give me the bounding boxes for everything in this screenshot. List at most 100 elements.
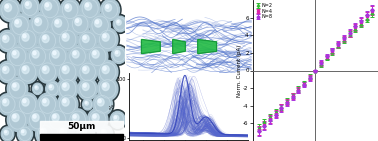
Circle shape [63, 34, 66, 38]
Circle shape [0, 0, 22, 23]
Circle shape [76, 59, 99, 85]
Circle shape [2, 66, 9, 73]
Circle shape [108, 110, 127, 130]
Circle shape [26, 2, 29, 5]
Circle shape [37, 61, 57, 83]
Circle shape [85, 2, 91, 10]
Circle shape [1, 127, 14, 141]
Circle shape [85, 3, 88, 7]
Circle shape [74, 122, 96, 141]
Circle shape [7, 108, 28, 131]
Circle shape [56, 26, 79, 53]
Circle shape [102, 130, 104, 133]
Circle shape [2, 99, 9, 106]
Circle shape [76, 28, 99, 54]
Bar [40, 121, 123, 140]
Circle shape [5, 4, 12, 12]
Circle shape [57, 93, 78, 116]
Circle shape [17, 93, 38, 116]
Circle shape [76, 123, 94, 141]
Circle shape [0, 92, 19, 117]
Circle shape [98, 60, 118, 83]
Circle shape [0, 60, 19, 84]
Circle shape [62, 33, 69, 41]
Circle shape [32, 50, 39, 58]
Circle shape [26, 107, 49, 133]
Circle shape [22, 33, 29, 41]
Circle shape [36, 19, 39, 22]
Circle shape [72, 114, 79, 122]
Circle shape [33, 83, 43, 94]
Circle shape [116, 51, 118, 54]
Circle shape [110, 45, 128, 65]
Circle shape [99, 0, 121, 22]
Circle shape [96, 59, 119, 85]
Circle shape [41, 129, 43, 132]
Circle shape [26, 43, 49, 69]
Circle shape [38, 0, 62, 22]
Circle shape [6, 76, 29, 102]
Circle shape [114, 116, 116, 119]
Circle shape [85, 102, 87, 103]
Circle shape [54, 121, 76, 141]
Circle shape [0, 125, 15, 141]
Circle shape [33, 115, 36, 118]
Circle shape [28, 11, 51, 37]
Circle shape [80, 0, 100, 20]
Circle shape [83, 84, 86, 87]
Circle shape [35, 86, 37, 88]
Circle shape [60, 0, 80, 21]
Circle shape [68, 109, 87, 131]
Circle shape [96, 76, 119, 102]
Circle shape [16, 59, 39, 85]
Circle shape [42, 98, 49, 106]
Circle shape [36, 28, 59, 54]
Circle shape [23, 99, 26, 103]
Circle shape [14, 19, 22, 27]
Circle shape [47, 108, 68, 131]
Circle shape [10, 14, 30, 37]
Circle shape [17, 28, 38, 51]
Circle shape [43, 36, 46, 39]
Circle shape [97, 98, 104, 106]
Circle shape [43, 99, 46, 103]
Circle shape [106, 5, 109, 8]
Circle shape [65, 4, 71, 12]
Circle shape [98, 77, 118, 100]
Circle shape [91, 92, 114, 117]
Polygon shape [141, 39, 160, 54]
Circle shape [56, 91, 79, 118]
Circle shape [19, 0, 41, 19]
Circle shape [102, 82, 109, 91]
Circle shape [47, 45, 68, 68]
Circle shape [53, 115, 56, 118]
Circle shape [3, 100, 6, 103]
Circle shape [63, 84, 66, 87]
Circle shape [23, 34, 26, 38]
Circle shape [63, 99, 66, 103]
Circle shape [44, 79, 61, 98]
Circle shape [92, 114, 99, 122]
Circle shape [45, 3, 48, 7]
Circle shape [13, 115, 16, 118]
Circle shape [37, 30, 57, 52]
Circle shape [78, 30, 98, 52]
Circle shape [94, 19, 102, 27]
Circle shape [113, 115, 119, 121]
Circle shape [82, 83, 89, 91]
Circle shape [50, 85, 51, 88]
Circle shape [36, 123, 54, 141]
Circle shape [87, 45, 108, 68]
Circle shape [22, 66, 29, 74]
Circle shape [0, 30, 17, 51]
Circle shape [103, 84, 106, 87]
Circle shape [32, 114, 39, 122]
Circle shape [56, 20, 59, 24]
Circle shape [12, 50, 19, 58]
Circle shape [87, 108, 108, 131]
Circle shape [2, 35, 9, 42]
Circle shape [6, 107, 29, 133]
Circle shape [62, 66, 69, 74]
Circle shape [83, 36, 86, 39]
Circle shape [78, 78, 98, 100]
